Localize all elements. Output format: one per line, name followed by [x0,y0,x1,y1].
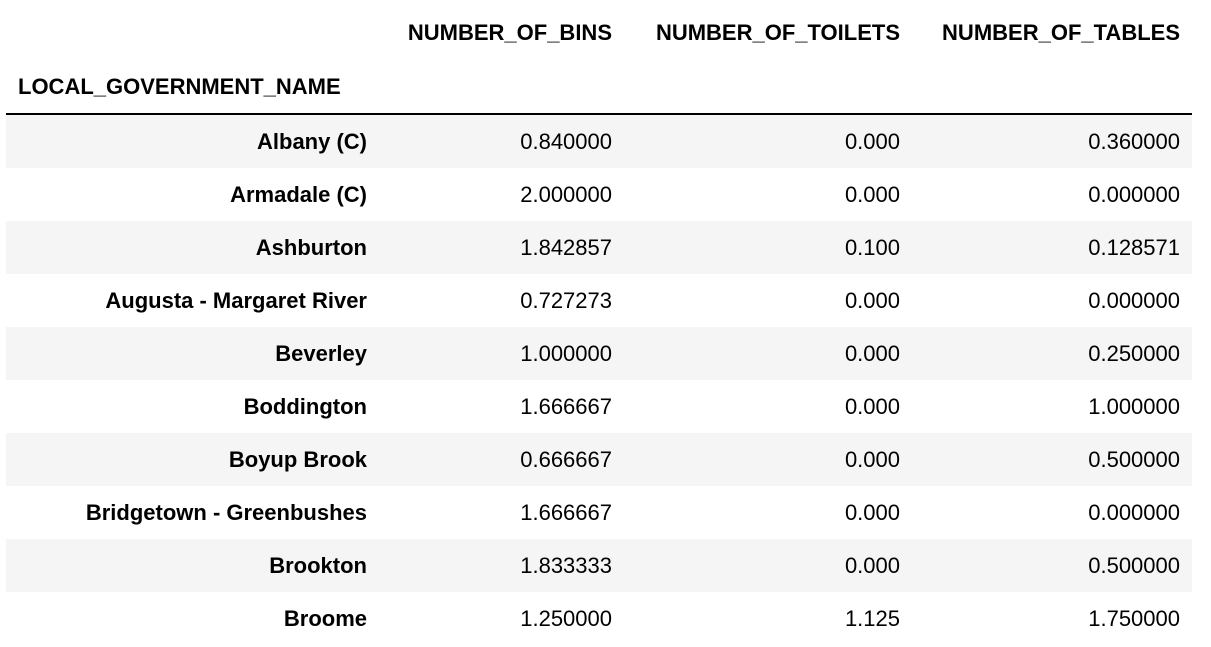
cell-bins: 0.666667 [520,446,612,472]
cell-bins: 0.727273 [520,287,612,313]
table-row: Boyup Brook 0.666667 0.000 0.500000 [6,433,1192,486]
column-header-row: NUMBER_OF_BINS NUMBER_OF_TOILETS NUMBER_… [6,0,1192,66]
cell-toilets: 0.000 [844,446,900,472]
cell-tables: 0.000000 [1088,499,1180,525]
cell-bins: 0.840000 [520,128,612,154]
row-label: Armadale (C) [230,181,367,207]
table-row: Ashburton 1.842857 0.100 0.128571 [6,221,1192,274]
table-row: Augusta - Margaret River 0.727273 0.000 … [6,274,1192,327]
cell-toilets: 0.000 [844,393,900,419]
index-header: LOCAL_GOVERNMENT_NAME [18,74,341,99]
cell-toilets: 0.100 [844,234,900,260]
cell-tables: 0.250000 [1088,340,1180,366]
table-row: Albany (C) 0.840000 0.000 0.360000 [6,115,1192,168]
row-label: Brookton [269,552,367,578]
table-row: Boddington 1.666667 0.000 1.000000 [6,380,1192,433]
row-label: Albany (C) [257,128,367,154]
cell-tables: 1.750000 [1088,605,1180,631]
cell-tables: 0.000000 [1088,181,1180,207]
cell-tables: 0.360000 [1088,128,1180,154]
cell-toilets: 0.000 [844,181,900,207]
cell-toilets: 0.000 [844,287,900,313]
row-label: Boyup Brook [228,446,367,472]
cell-bins: 1.250000 [520,605,612,631]
dataframe-table: NUMBER_OF_BINS NUMBER_OF_TOILETS NUMBER_… [6,0,1192,645]
cell-tables: 0.500000 [1088,552,1180,578]
table-row: Brookton 1.833333 0.000 0.500000 [6,539,1192,592]
cell-bins: 1.000000 [520,340,612,366]
row-label: Bridgetown - Greenbushes [85,499,367,525]
cell-tables: 0.128571 [1088,234,1180,260]
row-label: Broome [283,605,367,631]
table-row: Bridgetown - Greenbushes 1.666667 0.000 … [6,486,1192,539]
index-header-row: LOCAL_GOVERNMENT_NAME [6,66,1192,113]
cell-toilets: 0.000 [844,552,900,578]
row-label: Augusta - Margaret River [105,287,367,313]
cell-bins: 2.000000 [520,181,612,207]
cell-bins: 1.666667 [520,499,612,525]
column-header-toilets: NUMBER_OF_TOILETS [655,20,900,45]
row-label: Ashburton [255,234,367,260]
row-label: Boddington [243,393,367,419]
column-header-tables: NUMBER_OF_TABLES [942,20,1180,45]
cell-tables: 1.000000 [1088,393,1180,419]
cell-toilets: 0.000 [844,128,900,154]
table-row: Broome 1.250000 1.125 1.750000 [6,592,1192,645]
header-divider [6,113,1192,115]
cell-tables: 0.000000 [1088,287,1180,313]
cell-toilets: 0.000 [844,340,900,366]
cell-bins: 1.842857 [520,234,612,260]
cell-toilets: 1.125 [844,605,900,631]
table-row: Beverley 1.000000 0.000 0.250000 [6,327,1192,380]
cell-bins: 1.666667 [520,393,612,419]
cell-tables: 0.500000 [1088,446,1180,472]
column-header-bins: NUMBER_OF_BINS [407,20,612,45]
row-label: Beverley [275,340,367,366]
cell-bins: 1.833333 [520,552,612,578]
cell-toilets: 0.000 [844,499,900,525]
table-row: Armadale (C) 2.000000 0.000 0.000000 [6,168,1192,221]
